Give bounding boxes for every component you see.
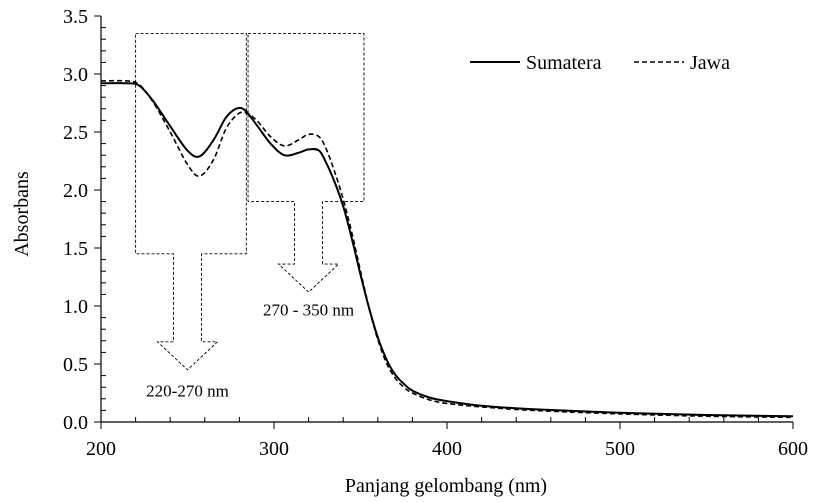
series-layer: [100, 79, 794, 419]
annotation-callout-region-1: [135, 32, 247, 371]
y-tick-label: 1.0: [63, 296, 88, 318]
annotation-label-region-1: 220-270 nm: [146, 381, 229, 400]
axes-layer: [94, 15, 794, 429]
x-tick-label: 600: [778, 438, 808, 460]
y-tick-label: 0.5: [63, 354, 88, 376]
series-line-sumatera: [100, 82, 794, 418]
x-tick-label: 500: [605, 438, 635, 460]
y-tick-label: 0.0: [63, 412, 88, 434]
y-tick-label: 3.0: [63, 64, 88, 86]
annotation-callout-region-2: [247, 32, 365, 293]
x-axis-title: Panjang gelombang (nm): [345, 475, 547, 497]
annotation-label-region-2: 270 - 350 nm: [263, 300, 354, 319]
legend: Sumatera Jawa: [470, 52, 730, 74]
y-tick-label: 2.0: [63, 180, 88, 202]
labels-layer: 0.0 0.5 1.0 1.5 2.0 2.5 3.0 3.5 200 300 400 500 600 2…: [63, 6, 808, 460]
series-line-jawa: [100, 79, 794, 419]
y-tick-label: 3.5: [63, 6, 88, 28]
annotation-layer: [135, 32, 365, 371]
y-tick-label: 1.5: [63, 238, 88, 260]
x-tick-label: 400: [432, 438, 462, 460]
y-tick-label: 2.5: [63, 122, 88, 144]
x-tick-label: 300: [259, 438, 289, 460]
y-axis-title: Absorbans: [11, 171, 33, 257]
legend-label-jawa: Jawa: [690, 52, 730, 74]
legend-label-sumatera: Sumatera: [526, 52, 602, 74]
x-tick-label: 200: [86, 438, 116, 460]
